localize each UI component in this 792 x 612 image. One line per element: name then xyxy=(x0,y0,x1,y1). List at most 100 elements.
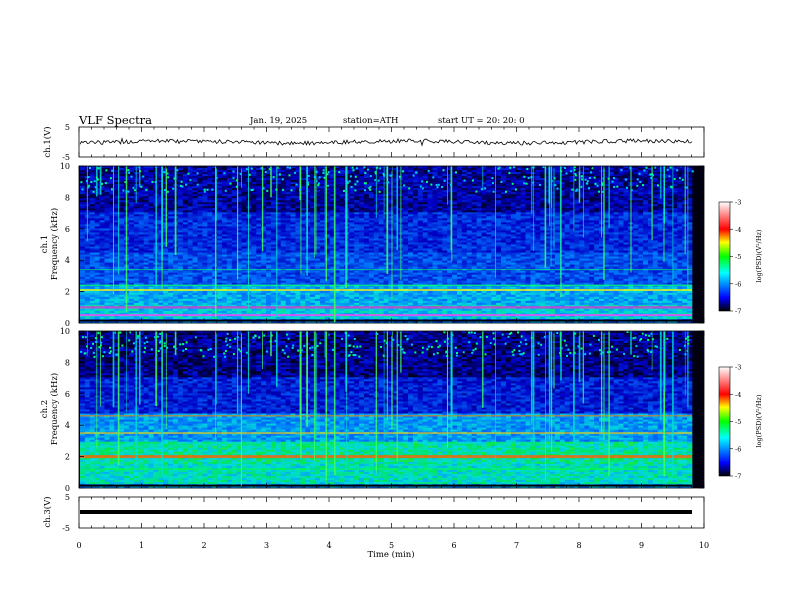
spectrogram-cell xyxy=(373,230,379,233)
spectrogram-cell xyxy=(168,188,174,191)
spectrogram-cell xyxy=(525,222,531,225)
spectrogram-cell xyxy=(672,188,678,191)
spectrogram-cell xyxy=(432,180,438,183)
spectrogram-cell xyxy=(461,230,468,233)
spectrogram-cell xyxy=(310,174,316,177)
spectrogram-cell xyxy=(148,216,154,219)
spectrogram-cell xyxy=(99,212,105,215)
spectrogram-cell xyxy=(143,198,149,201)
spectrogram-cell xyxy=(452,168,458,171)
spectrogram-cell xyxy=(530,244,536,247)
spectrogram-cell xyxy=(589,210,595,213)
spectrogram-cell xyxy=(412,204,419,207)
spectrogram-cell xyxy=(550,198,556,201)
spectrogram-cell xyxy=(535,236,541,239)
spectrogram-cell xyxy=(359,232,365,235)
spectrogram-cell xyxy=(432,172,438,175)
spectrogram-cell xyxy=(496,244,502,247)
spectrogram-cell xyxy=(207,178,213,181)
spectrogram-cell xyxy=(207,172,213,175)
spectrogram-cell xyxy=(148,206,154,209)
spectrogram-cell xyxy=(241,182,247,185)
spectrogram-cell xyxy=(412,188,419,191)
spectrogram-cell xyxy=(481,192,487,195)
spectrogram-cell xyxy=(275,198,282,201)
spectrogram-cell xyxy=(643,214,649,217)
spectrogram-cell xyxy=(212,228,218,231)
spectrogram-cell xyxy=(491,186,497,189)
spectrogram-cell xyxy=(408,176,414,179)
spectrogram-cell xyxy=(270,214,277,217)
spectrogram-cell xyxy=(339,166,345,169)
spectrogram-cell xyxy=(231,172,237,175)
spectrogram-cell xyxy=(138,198,144,201)
spectrogram-cell xyxy=(197,208,203,211)
spectrogram-cell xyxy=(363,218,370,221)
spectrogram-cell xyxy=(80,186,86,189)
spectrogram-cell xyxy=(442,222,448,225)
spectrogram-cell xyxy=(496,216,502,219)
spectrogram-cell xyxy=(359,168,365,171)
spectrogram-cell xyxy=(442,170,448,173)
spectrogram-cell xyxy=(584,208,590,211)
spectrogram-cell xyxy=(677,184,683,187)
spectrogram-cell xyxy=(550,166,556,169)
spectrogram-cell xyxy=(266,186,272,189)
spectrogram-cell xyxy=(388,232,394,235)
spectrogram-cell xyxy=(241,192,247,195)
spectrogram-cell xyxy=(652,194,659,197)
spectrogram-cell xyxy=(496,174,502,177)
spectrogram-cell xyxy=(427,238,433,241)
spectrogram-cell xyxy=(212,200,218,203)
spectrogram-cell xyxy=(354,174,360,177)
spectrogram-cell xyxy=(412,232,419,235)
spectrogram-cell xyxy=(535,186,541,189)
spectrogram-cell xyxy=(104,202,110,205)
spectrogram-cell xyxy=(452,212,458,215)
spectrogram-cell xyxy=(266,204,272,207)
spectrogram-cell xyxy=(647,240,654,243)
spectrogram-cell xyxy=(359,192,365,195)
spectrogram-cell xyxy=(109,190,115,193)
spectrogram-cell xyxy=(138,224,144,227)
spectrogram-cell xyxy=(677,234,683,237)
spectrogram-cell xyxy=(579,190,585,193)
spectrogram-cell xyxy=(545,180,551,183)
spectrogram-cell xyxy=(667,198,673,201)
spectrogram-cell xyxy=(295,208,301,211)
spectrogram-cell xyxy=(114,188,120,191)
spectrogram-cell xyxy=(231,188,237,191)
spectrogram-cell xyxy=(564,198,570,201)
spectrogram-cell xyxy=(520,196,526,199)
spectrogram-cell xyxy=(256,234,262,237)
spectrogram-cell xyxy=(241,204,247,207)
spectrogram-cell xyxy=(677,188,683,191)
spectrogram-cell xyxy=(197,218,203,221)
spectrogram-cell xyxy=(177,242,184,245)
spectrogram-cell xyxy=(496,194,502,197)
spectrogram-cell xyxy=(422,172,428,175)
spectrogram-cell xyxy=(496,186,502,189)
spectrogram-cell xyxy=(535,176,541,179)
spectrogram-cell xyxy=(251,192,257,195)
spectrogram-cell xyxy=(182,196,189,199)
spectrogram-cell xyxy=(143,194,149,197)
spectrogram-cell xyxy=(540,192,546,195)
spectrogram-cell xyxy=(554,234,561,237)
spectrogram-cell xyxy=(476,214,482,217)
spectrogram-cell xyxy=(491,168,497,171)
spectrogram-cell xyxy=(290,200,296,203)
spectrogram-cell xyxy=(363,206,370,209)
spectrogram-cell xyxy=(486,190,492,193)
spectrogram-cell xyxy=(520,200,526,203)
spectrogram-cell xyxy=(471,208,477,211)
spectrogram-cell xyxy=(535,242,541,245)
spectrogram-cell xyxy=(501,242,507,245)
spectrogram-cell xyxy=(505,166,512,169)
spectrogram-cell xyxy=(324,170,330,173)
spectrogram-cell xyxy=(221,184,228,187)
spectrogram-cell xyxy=(432,240,438,243)
spectrogram-cell xyxy=(324,194,330,197)
spectrogram-cell xyxy=(481,200,487,203)
spectrogram-cell xyxy=(148,214,154,217)
